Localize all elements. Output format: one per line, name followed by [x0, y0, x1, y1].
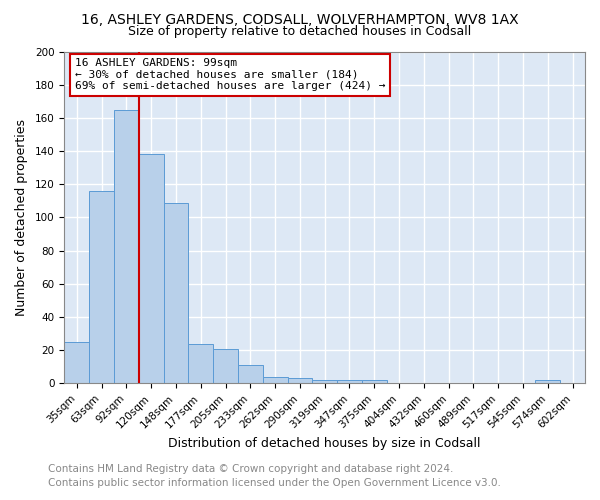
- Bar: [164, 202, 188, 384]
- Bar: [313, 380, 337, 384]
- Text: Size of property relative to detached houses in Codsall: Size of property relative to detached ho…: [128, 25, 472, 38]
- Bar: [114, 110, 139, 384]
- Bar: [89, 191, 114, 384]
- X-axis label: Distribution of detached houses by size in Codsall: Distribution of detached houses by size …: [169, 437, 481, 450]
- Text: 16, ASHLEY GARDENS, CODSALL, WOLVERHAMPTON, WV8 1AX: 16, ASHLEY GARDENS, CODSALL, WOLVERHAMPT…: [81, 12, 519, 26]
- Bar: [64, 342, 89, 384]
- Bar: [188, 344, 213, 384]
- Bar: [287, 378, 313, 384]
- Bar: [535, 380, 560, 384]
- Bar: [337, 380, 362, 384]
- Bar: [139, 154, 164, 384]
- Bar: [362, 380, 386, 384]
- Bar: [213, 348, 238, 384]
- Bar: [238, 365, 263, 384]
- Text: 16 ASHLEY GARDENS: 99sqm
← 30% of detached houses are smaller (184)
69% of semi-: 16 ASHLEY GARDENS: 99sqm ← 30% of detach…: [75, 58, 385, 92]
- Bar: [263, 377, 287, 384]
- Y-axis label: Number of detached properties: Number of detached properties: [15, 119, 28, 316]
- Text: Contains HM Land Registry data © Crown copyright and database right 2024.
Contai: Contains HM Land Registry data © Crown c…: [48, 464, 501, 487]
